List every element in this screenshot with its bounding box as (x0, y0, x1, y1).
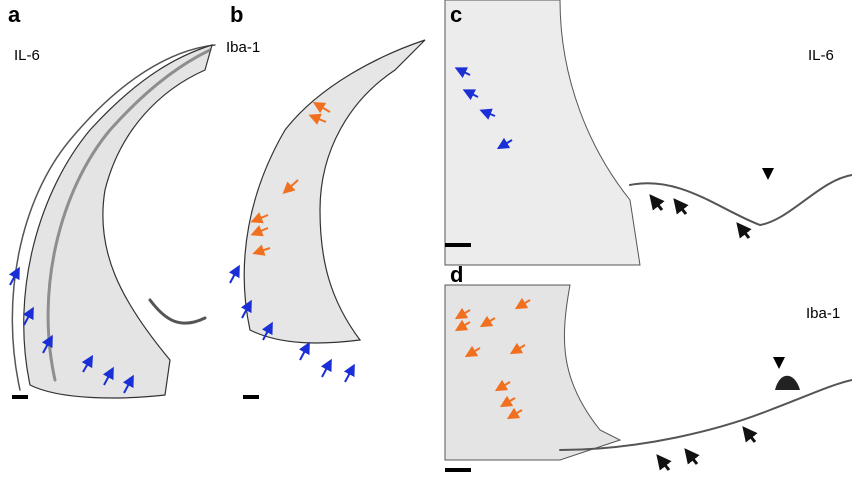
arrow (479, 108, 496, 120)
arrow (81, 354, 94, 373)
arrow (250, 225, 269, 237)
arrow (462, 89, 479, 101)
tissue-section (444, 284, 622, 461)
scale-bar (445, 468, 471, 472)
arrow (298, 341, 310, 361)
stain-label: IL-6 (14, 47, 40, 64)
arrow (261, 321, 273, 341)
arrow (514, 297, 531, 310)
arrow (499, 395, 516, 408)
tissue-section (243, 39, 426, 344)
stain-label: IL-6 (808, 47, 834, 64)
panel-b: b Iba-1 (226, 2, 426, 399)
arrow (22, 306, 34, 326)
panel-letter: b (230, 2, 243, 27)
arrow (8, 266, 20, 286)
arrow (506, 407, 523, 420)
arrow (282, 179, 299, 195)
panel-c: c IL-6 (444, 0, 852, 266)
arrow (479, 315, 496, 328)
panel-a: a IL-6 (8, 2, 216, 399)
arrow (649, 194, 665, 211)
arrow (464, 345, 481, 358)
arrow (343, 363, 355, 383)
arrow (308, 113, 327, 125)
arrow (252, 244, 271, 256)
arrowhead (762, 168, 774, 180)
scale-bar (243, 395, 259, 399)
arrow (122, 374, 134, 394)
tissue-section (444, 0, 641, 266)
arrow (41, 334, 53, 354)
panel-letter: d (450, 262, 463, 287)
arrow (320, 358, 332, 378)
scale-bar (12, 395, 28, 399)
arrow (228, 264, 240, 284)
arrow (312, 101, 331, 114)
arrow (684, 448, 700, 465)
stain-label: Iba-1 (806, 305, 840, 322)
panel-letter: a (8, 2, 21, 27)
arrow (673, 198, 689, 215)
panel-letter: c (450, 2, 462, 27)
arrow (494, 379, 511, 392)
arrow (736, 222, 752, 239)
arrow (250, 212, 269, 224)
arrow (742, 426, 758, 443)
arrow (454, 307, 471, 320)
stain-label: Iba-1 (226, 39, 260, 56)
tissue-section (23, 44, 213, 399)
arrow (496, 137, 513, 150)
cell (775, 375, 800, 390)
arrow (454, 67, 471, 79)
arrow (656, 454, 672, 471)
panel-d: d Iba-1 (444, 262, 852, 472)
arrow (454, 319, 471, 332)
arrowhead (773, 357, 785, 369)
arrow (509, 342, 526, 355)
arrow (102, 366, 114, 386)
arrow (240, 299, 252, 319)
scale-bar (445, 243, 471, 247)
